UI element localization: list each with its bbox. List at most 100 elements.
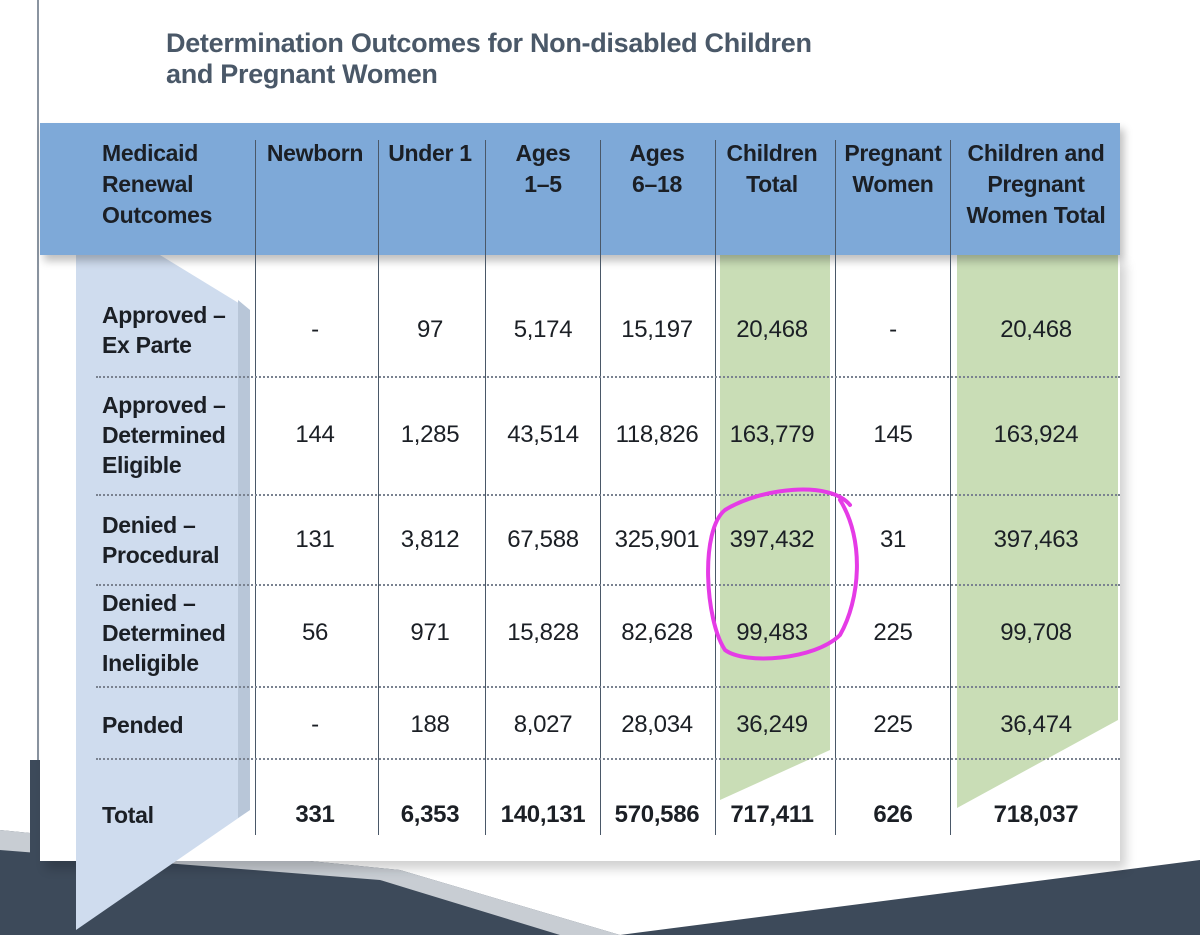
- column-header-line: Children and: [967, 140, 1105, 166]
- table-cell-under1: 97: [416, 316, 444, 343]
- table-cell-under1: 1,285: [400, 421, 460, 448]
- column-header-line: Children: [726, 140, 818, 166]
- row-label-line: Denied –: [102, 512, 196, 538]
- column-divider: [715, 140, 716, 835]
- row-label-line: Approved –: [102, 392, 226, 418]
- row-label: Approved – Ex Parte: [102, 300, 252, 360]
- table-cell-newborn: 144: [295, 421, 335, 448]
- row-label-line: Approved –: [102, 302, 226, 328]
- row-label-line: Eligible: [102, 452, 182, 478]
- column-divider: [835, 140, 836, 835]
- column-header-children-total: Children Total: [717, 138, 827, 200]
- table-cell-children-total: 397,432: [729, 526, 815, 553]
- column-header-newborn: Newborn: [255, 138, 375, 169]
- row-label: Denied – Procedural: [102, 510, 252, 570]
- column-divider: [600, 140, 601, 835]
- table-cell-ages6-18: 325,901: [614, 526, 700, 553]
- column-header-ages1-5: Ages 1–5: [488, 138, 598, 200]
- column-header-cpw-total: Children and Pregnant Women Total: [956, 138, 1116, 231]
- column-header-line: Medicaid: [102, 140, 199, 166]
- table-cell-newborn: 131: [295, 526, 335, 553]
- table-cell-ages1-5: 15,828: [507, 619, 579, 646]
- column-divider: [950, 140, 951, 835]
- table-cell-children-total: 99,483: [736, 619, 808, 646]
- row-label-line: Ex Parte: [102, 332, 192, 358]
- table-cell-cpw-total: 163,924: [993, 421, 1079, 448]
- row-label-line: Determined: [102, 620, 226, 646]
- table-cell-children-total: 36,249: [736, 711, 808, 738]
- column-header-line: 6–18: [632, 171, 682, 197]
- table-cell-children-total: 717,411: [730, 801, 814, 828]
- row-label-line: Pended: [102, 712, 184, 738]
- row-divider: [96, 758, 1120, 760]
- table-cell-ages6-18: 82,628: [621, 619, 693, 646]
- row-label: Denied – Determined Ineligible: [102, 588, 252, 678]
- table-cell-newborn: 56: [301, 619, 329, 646]
- table-cell-ages6-18: 28,034: [621, 711, 693, 738]
- column-header-pregnant-women: Pregnant Women: [838, 138, 948, 200]
- row-label: Approved – Determined Eligible: [102, 390, 252, 480]
- table-cell-cpw-total: 99,708: [1000, 619, 1072, 646]
- table-cell-ages6-18: 570,586: [614, 801, 700, 828]
- table-cell-pregnant-women: 225: [873, 711, 913, 738]
- page-title: Determination Outcomes for Non-disabled …: [166, 28, 812, 90]
- column-header-line: Renewal: [102, 171, 194, 197]
- row-divider: [96, 686, 1120, 688]
- table-cell-children-total: 20,468: [736, 316, 808, 343]
- column-header-line: Ages: [629, 140, 685, 166]
- table-cell-ages1-5: 8,027: [513, 711, 573, 738]
- column-divider: [255, 140, 256, 835]
- table-cell-ages1-5: 67,588: [507, 526, 579, 553]
- row-label-line: Procedural: [102, 542, 220, 568]
- column-header-under1: Under 1: [378, 138, 483, 169]
- table-cell-ages6-18: 118,826: [615, 421, 699, 448]
- column-header-line: Pregnant: [987, 171, 1085, 197]
- table-cell-newborn: -: [311, 316, 319, 343]
- table-cell-pregnant-women: 31: [879, 526, 907, 553]
- table-cell-cpw-total: 718,037: [993, 801, 1079, 828]
- table-cell-under1: 6,353: [400, 801, 460, 828]
- table-cell-pregnant-women: -: [889, 316, 897, 343]
- table-cell-under1: 188: [410, 711, 450, 738]
- table-cell-cpw-total: 397,463: [993, 526, 1079, 553]
- row-divider: [96, 584, 1120, 586]
- row-divider: [96, 376, 1120, 378]
- row-label-line: Ineligible: [102, 650, 199, 676]
- column-header-line: Total: [746, 171, 798, 197]
- row-label: Pended: [102, 710, 252, 740]
- table-cell-pregnant-women: 626: [873, 801, 913, 828]
- table-cell-newborn: 331: [295, 801, 335, 828]
- title-line-2: and Pregnant Women: [166, 59, 438, 89]
- table-cell-ages1-5: 140,131: [500, 801, 586, 828]
- column-header-line: 1–5: [524, 171, 562, 197]
- column-header-line: Women: [852, 171, 934, 197]
- column-divider: [378, 140, 379, 835]
- column-header-line: Pregnant: [844, 140, 942, 166]
- table-cell-pregnant-women: 145: [873, 421, 913, 448]
- table-cell-under1: 971: [410, 619, 450, 646]
- table-cell-under1: 3,812: [400, 526, 460, 553]
- row-label: Total: [102, 800, 252, 830]
- column-divider: [485, 140, 486, 835]
- column-header-line: Ages: [515, 140, 571, 166]
- table-cell-ages6-18: 15,197: [621, 316, 693, 343]
- table-header: [40, 123, 1120, 255]
- title-line-1: Determination Outcomes for Non-disabled …: [166, 28, 812, 58]
- column-header-line: Outcomes: [102, 202, 213, 228]
- column-header-line: Under 1: [388, 140, 472, 166]
- column-header-label: Medicaid Renewal Outcomes: [102, 138, 252, 231]
- row-label-line: Total: [102, 802, 154, 828]
- row-label-line: Determined: [102, 422, 226, 448]
- left-margin-rule: [37, 0, 39, 860]
- row-label-line: Denied –: [102, 590, 196, 616]
- table-cell-ages1-5: 5,174: [513, 316, 573, 343]
- row-divider: [96, 494, 1120, 496]
- table-cell-ages1-5: 43,514: [507, 421, 579, 448]
- table-cell-children-total: 163,779: [729, 421, 815, 448]
- table-cell-pregnant-women: 225: [873, 619, 913, 646]
- table-cell-cpw-total: 36,474: [1000, 711, 1072, 738]
- column-header-line: Women Total: [966, 202, 1106, 228]
- column-header-line: Newborn: [266, 140, 364, 166]
- table-cell-newborn: -: [311, 711, 319, 738]
